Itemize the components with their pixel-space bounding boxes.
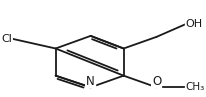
Text: CH₃: CH₃ bbox=[185, 82, 205, 92]
Text: OH: OH bbox=[185, 19, 202, 29]
Text: O: O bbox=[152, 75, 161, 88]
Text: Cl: Cl bbox=[1, 34, 12, 44]
Text: CH₃: CH₃ bbox=[185, 82, 206, 92]
Text: N: N bbox=[86, 75, 95, 88]
Text: N: N bbox=[86, 75, 96, 88]
Text: Cl: Cl bbox=[0, 34, 12, 44]
Text: O: O bbox=[152, 75, 162, 88]
Text: OH: OH bbox=[185, 19, 204, 29]
